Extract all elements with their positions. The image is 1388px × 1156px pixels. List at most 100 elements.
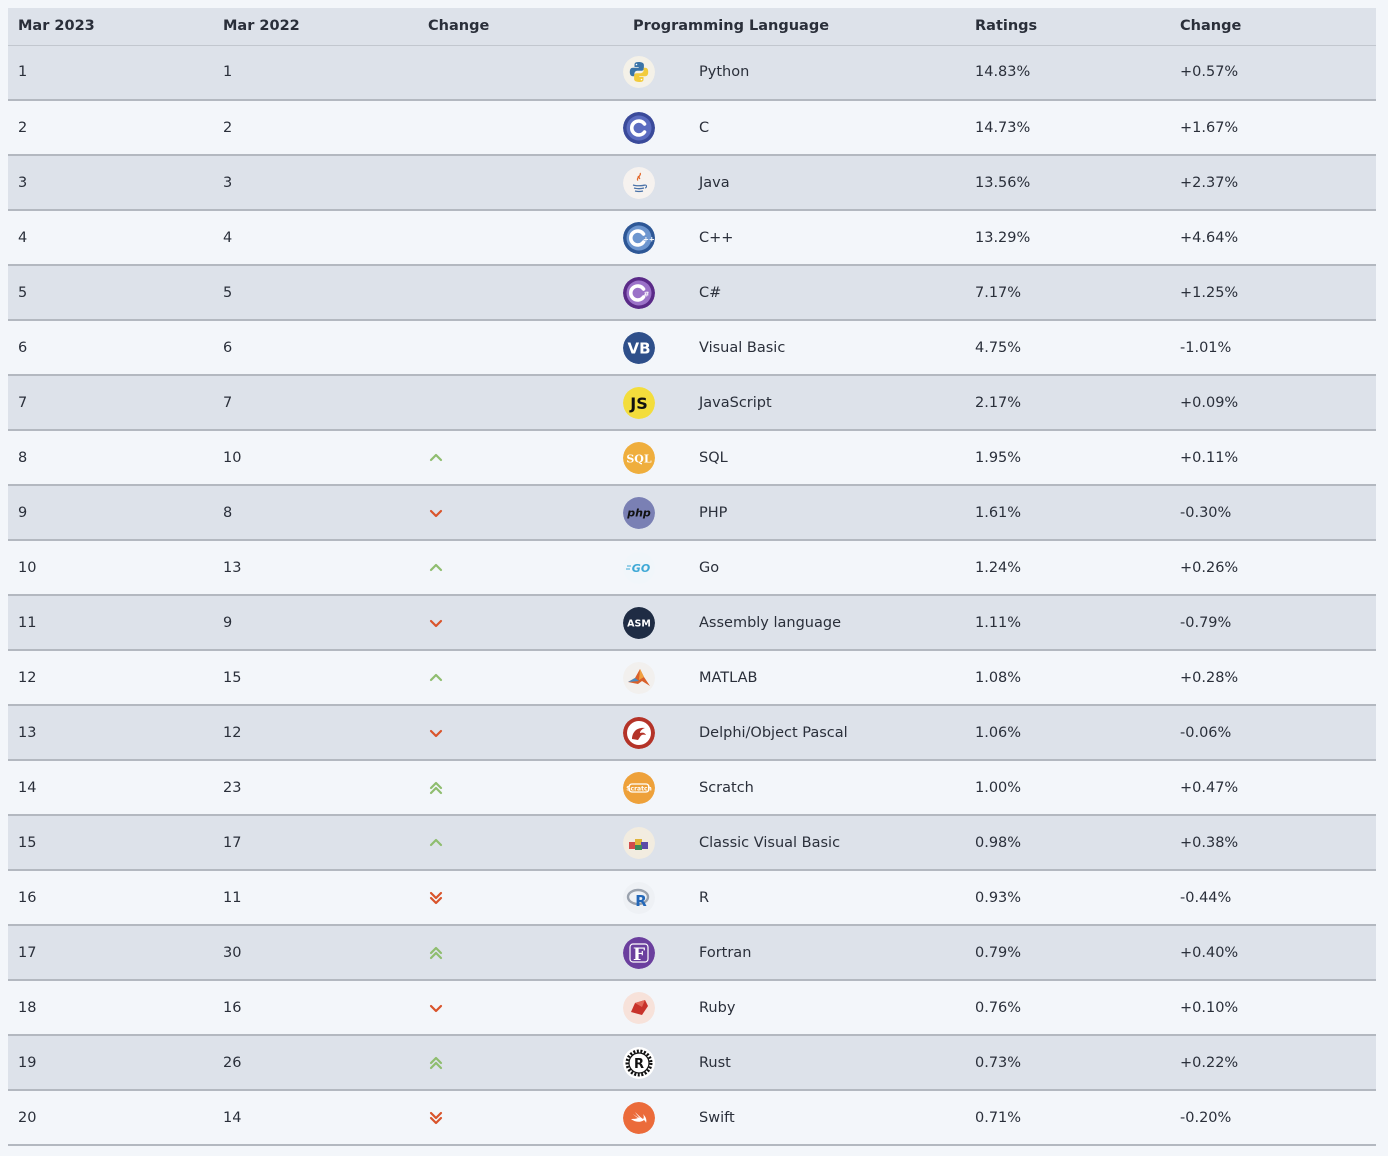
svg-text:SQL: SQL	[626, 452, 652, 465]
rating-value: 0.98%	[965, 815, 1170, 871]
header-change[interactable]: Change	[1170, 8, 1376, 46]
header-prev-month[interactable]: Mar 2022	[213, 8, 418, 46]
rating-value: 1.11%	[965, 595, 1170, 651]
table-row: 6 6 VB Visual Basic 4.75% -1.01%	[8, 320, 1376, 376]
header-change-trend[interactable]: Change	[418, 8, 623, 46]
rank-current: 1	[8, 45, 213, 101]
rank-current: 6	[8, 320, 213, 376]
rust-icon: R	[623, 1046, 655, 1079]
language-name[interactable]: Scratch	[699, 779, 754, 796]
table-row: 10 13 GO Go 1.24% +0.26%	[8, 540, 1376, 596]
change-value: +1.25%	[1170, 265, 1376, 321]
cpp-icon: ++	[623, 221, 655, 254]
trend-cell	[418, 870, 623, 926]
trend-cell	[418, 45, 623, 101]
arrow-up-icon	[428, 835, 444, 851]
table-row: 15 17 Classic Visual Basic 0.98% +0.38%	[8, 815, 1376, 871]
table-row: 9 8 php PHP 1.61% -0.30%	[8, 485, 1376, 541]
language-cell: Python	[623, 45, 965, 101]
language-cell: GO Go	[623, 540, 965, 596]
language-name[interactable]: Assembly language	[699, 614, 842, 631]
rating-value: 1.24%	[965, 540, 1170, 596]
change-value: -0.44%	[1170, 870, 1376, 926]
change-value: +0.09%	[1170, 375, 1376, 431]
rank-previous: 1	[213, 45, 418, 101]
language-cell: php PHP	[623, 485, 965, 541]
rank-current: 10	[8, 540, 213, 596]
change-value: +0.22%	[1170, 1035, 1376, 1091]
language-name[interactable]: Fortran	[699, 944, 752, 961]
language-name[interactable]: Visual Basic	[699, 339, 786, 356]
language-cell: C	[623, 100, 965, 156]
double-arrow-down-icon	[428, 1110, 444, 1126]
rank-previous: 8	[213, 485, 418, 541]
language-name[interactable]: C#	[699, 284, 722, 301]
header-ratings[interactable]: Ratings	[965, 8, 1170, 46]
language-name[interactable]: Ruby	[699, 999, 736, 1016]
rating-value: 7.17%	[965, 265, 1170, 321]
c-icon	[623, 111, 655, 144]
rank-previous: 23	[213, 760, 418, 816]
rank-previous: 11	[213, 870, 418, 926]
double-arrow-up-icon	[428, 945, 444, 961]
header-current-month[interactable]: Mar 2023	[8, 8, 213, 46]
language-name[interactable]: Delphi/Object Pascal	[699, 724, 848, 741]
table-body: 1 1 Python 14.83% +0.57% 2 2 C 14.73% +1.67% 3 3 Jav…	[8, 45, 1376, 1146]
rank-current: 14	[8, 760, 213, 816]
rating-value: 0.79%	[965, 925, 1170, 981]
rank-current: 9	[8, 485, 213, 541]
table-row: 12 15 MATLAB 1.08% +0.28%	[8, 650, 1376, 706]
trend-cell	[418, 760, 623, 816]
sql-icon: SQL	[623, 441, 655, 474]
svg-text:php: php	[626, 506, 651, 519]
double-arrow-down-icon	[428, 890, 444, 906]
rating-value: 1.06%	[965, 705, 1170, 761]
rank-previous: 7	[213, 375, 418, 431]
table-row: 3 3 Java 13.56% +2.37%	[8, 155, 1376, 211]
r-icon: R	[623, 881, 655, 914]
language-name[interactable]: Python	[699, 64, 750, 81]
language-name[interactable]: JavaScript	[699, 394, 772, 411]
language-name[interactable]: C++	[699, 229, 734, 246]
rank-current: 11	[8, 595, 213, 651]
table-row: 13 12 Delphi/Object Pascal 1.06% -0.06%	[8, 705, 1376, 761]
table-row: 18 16 Ruby 0.76% +0.10%	[8, 980, 1376, 1036]
language-name[interactable]: Java	[699, 174, 730, 191]
language-name[interactable]: R	[699, 889, 710, 906]
language-cell: VB Visual Basic	[623, 320, 965, 376]
arrow-down-icon	[428, 615, 444, 631]
header-language[interactable]: Programming Language	[623, 8, 965, 46]
rank-current: 4	[8, 210, 213, 266]
trend-cell	[418, 815, 623, 871]
language-cell: MATLAB	[623, 650, 965, 706]
rank-previous: 3	[213, 155, 418, 211]
rating-value: 0.71%	[965, 1090, 1170, 1146]
rank-previous: 6	[213, 320, 418, 376]
language-name[interactable]: C	[699, 119, 710, 136]
language-name[interactable]: Swift	[699, 1109, 735, 1126]
rank-previous: 17	[213, 815, 418, 871]
language-name[interactable]: MATLAB	[699, 669, 758, 686]
table-row: 20 14 Swift 0.71% -0.20%	[8, 1090, 1376, 1146]
classic-vb-icon	[623, 826, 655, 859]
svg-text:++: ++	[643, 235, 655, 243]
rank-previous: 4	[213, 210, 418, 266]
rating-value: 0.93%	[965, 870, 1170, 926]
header-row: Mar 2023 Mar 2022 Change Programming Lan…	[8, 8, 1376, 46]
language-cell: R Rust	[623, 1035, 965, 1091]
change-value: -0.20%	[1170, 1090, 1376, 1146]
language-name[interactable]: Rust	[699, 1054, 731, 1071]
table-row: 1 1 Python 14.83% +0.57%	[8, 45, 1376, 101]
language-name[interactable]: Classic Visual Basic	[699, 834, 841, 851]
language-name[interactable]: PHP	[699, 504, 728, 521]
rank-current: 17	[8, 925, 213, 981]
rank-current: 8	[8, 430, 213, 486]
svg-text:Scratch: Scratch	[626, 785, 652, 792]
trend-cell	[418, 100, 623, 156]
change-value: -0.79%	[1170, 595, 1376, 651]
arrow-up-icon	[428, 450, 444, 466]
language-cell: ASM Assembly language	[623, 595, 965, 651]
language-name[interactable]: Go	[699, 559, 720, 576]
trend-cell	[418, 265, 623, 321]
language-name[interactable]: SQL	[699, 449, 728, 466]
